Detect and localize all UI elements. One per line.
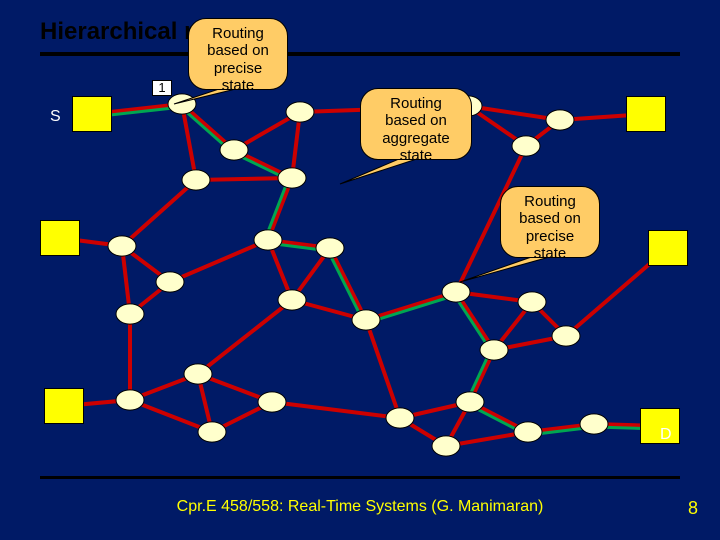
callout-line: precise <box>509 228 591 245</box>
source-label: S <box>50 108 61 126</box>
callout-line: Routing <box>509 193 591 210</box>
aggregate-node <box>626 96 666 132</box>
page-number: 8 <box>688 498 698 519</box>
callout-line: based on <box>369 112 463 129</box>
footer-text: Cpr.E 458/558: Real-Time Systems (G. Man… <box>0 498 720 516</box>
callout-line: state <box>197 77 279 94</box>
node-annotation-1: 1 <box>152 80 172 96</box>
callout-line: state <box>509 245 591 262</box>
callout-line: precise <box>197 60 279 77</box>
callout-line: based on <box>197 42 279 59</box>
aggregate-node <box>44 388 84 424</box>
aggregate-node <box>648 230 688 266</box>
hr-top <box>40 52 680 56</box>
aggregate-node <box>40 220 80 256</box>
slide: Hierarchical routing Cpr.E 458/558: Real… <box>0 0 720 540</box>
network-graph <box>0 0 720 540</box>
callout-line: based on <box>509 210 591 227</box>
dest-label: D <box>660 426 672 444</box>
callout-line: Routing <box>369 95 463 112</box>
aggregate-node <box>72 96 112 132</box>
callout-line: aggregate <box>369 130 463 147</box>
hr-bottom <box>40 476 680 479</box>
callout-line: Routing <box>197 25 279 42</box>
callout-line: state <box>369 147 463 164</box>
callout: Routingbased onprecisestate <box>188 18 288 90</box>
callout: Routingbased onaggregatestate <box>360 88 472 160</box>
callout: Routingbased onprecisestate <box>500 186 600 258</box>
